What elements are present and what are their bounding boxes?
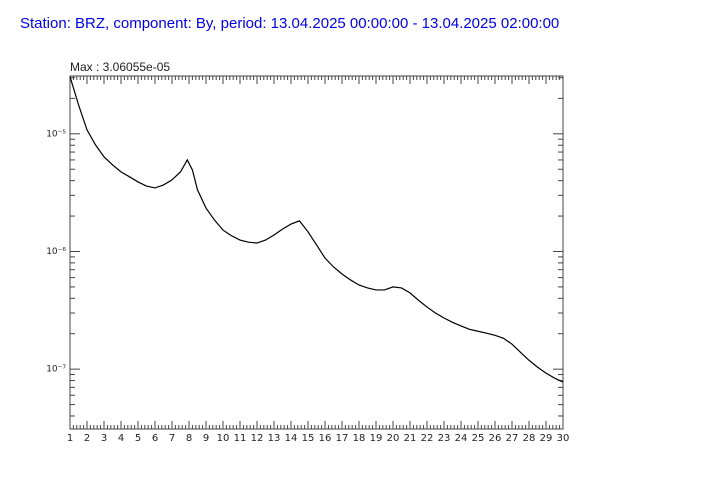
- y-tick-label: 10⁻⁵: [46, 129, 66, 139]
- y-tick-label: 10⁻⁶: [46, 247, 66, 257]
- plot-frame: [69, 75, 564, 430]
- x-tick-label: 15: [302, 433, 315, 444]
- x-tick-label: 6: [152, 433, 158, 444]
- x-tick-label: 10: [217, 433, 230, 444]
- x-tick-label: 30: [557, 433, 570, 444]
- x-tick-label: 12: [251, 433, 264, 444]
- x-tick-label: 17: [336, 433, 349, 444]
- x-tick-label: 27: [506, 433, 519, 444]
- x-tick-label: 20: [387, 433, 400, 444]
- annotation: Max : 3.06055e-05: [70, 60, 170, 74]
- x-tick-label: 8: [186, 433, 192, 444]
- chart-title: Station: BRZ, component: By, period: 13.…: [20, 15, 559, 32]
- x-tick-label: 3: [101, 433, 107, 444]
- x-tick-label: 26: [489, 433, 502, 444]
- x-tick-label: 16: [319, 433, 332, 444]
- x-tick-label: 5: [135, 433, 141, 444]
- x-tick-label: 4: [118, 433, 124, 444]
- x-tick-label: 14: [285, 433, 298, 444]
- x-tick-label: 22: [421, 433, 434, 444]
- x-tick-label: 25: [472, 433, 485, 444]
- x-tick-label: 19: [370, 433, 383, 444]
- x-tick-label: 13: [268, 433, 281, 444]
- x-tick-label: 21: [404, 433, 417, 444]
- y-tick-label: 10⁻⁷: [46, 365, 66, 375]
- x-tick-label: 7: [169, 433, 175, 444]
- x-tick-label: 24: [455, 433, 468, 444]
- x-tick-label: 29: [540, 433, 553, 444]
- x-tick-label: 9: [203, 433, 209, 444]
- x-tick-label: 2: [84, 433, 90, 444]
- data-line: [69, 76, 564, 383]
- x-tick-label: 23: [438, 433, 451, 444]
- x-tick-label: 18: [353, 433, 366, 444]
- x-tick-label: 28: [523, 433, 536, 444]
- x-tick-label: 11: [234, 433, 247, 444]
- x-tick-label: 1: [67, 433, 73, 444]
